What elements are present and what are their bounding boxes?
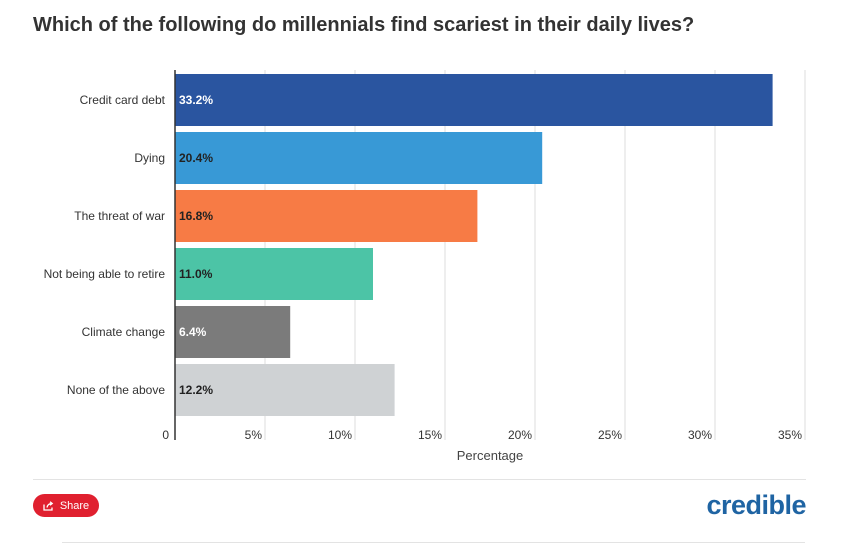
share-button[interactable]: Share — [33, 494, 99, 517]
share-icon — [43, 500, 54, 511]
bar-value-label: 6.4% — [179, 325, 207, 339]
x-axis-title: Percentage — [457, 448, 524, 463]
chart-title: Which of the following do millennials fi… — [33, 14, 695, 36]
category-labels: Credit card debt Dying The threat of war No… — [44, 93, 166, 397]
x-tick-label: 35% — [778, 428, 802, 442]
bar-value-label: 20.4% — [179, 151, 213, 165]
bar-chart: 33.2% 20.4% 16.8% 11.0% 6.4% 12.2% Credit car… — [44, 70, 806, 463]
x-tick-label: 10% — [328, 428, 352, 442]
bar[interactable] — [175, 190, 478, 242]
bar[interactable] — [175, 364, 395, 416]
bar[interactable] — [175, 306, 291, 358]
category-label: None of the above — [67, 383, 165, 397]
x-tick-label: 5% — [245, 428, 263, 442]
bar-value-label: 12.2% — [179, 383, 213, 397]
footer-divider — [33, 479, 806, 480]
x-tick-labels: 0 5% 10% 15% 20% 25% 30% 35% — [162, 428, 802, 442]
bar[interactable] — [175, 248, 373, 300]
category-label: Credit card debt — [80, 93, 166, 107]
credible-logo[interactable]: credible — [706, 490, 806, 520]
bar-value-label: 33.2% — [179, 93, 213, 107]
x-tick-label: 20% — [508, 428, 532, 442]
bar-value-label: 11.0% — [179, 267, 213, 281]
x-tick-label: 30% — [688, 428, 712, 442]
bar-value-label: 16.8% — [179, 209, 213, 223]
bottom-divider — [62, 542, 805, 543]
category-label: Not being able to retire — [44, 267, 166, 281]
category-label: The threat of war — [74, 209, 165, 223]
x-tick-label: 25% — [598, 428, 622, 442]
category-label: Dying — [134, 151, 165, 165]
share-label: Share — [59, 499, 90, 512]
bar[interactable] — [175, 74, 773, 126]
category-label: Climate change — [82, 325, 166, 339]
x-tick-label: 0 — [162, 428, 169, 442]
bars: 33.2% 20.4% 16.8% 11.0% 6.4% 12.2% — [175, 74, 773, 416]
x-tick-label: 15% — [418, 428, 442, 442]
bar[interactable] — [175, 132, 543, 184]
